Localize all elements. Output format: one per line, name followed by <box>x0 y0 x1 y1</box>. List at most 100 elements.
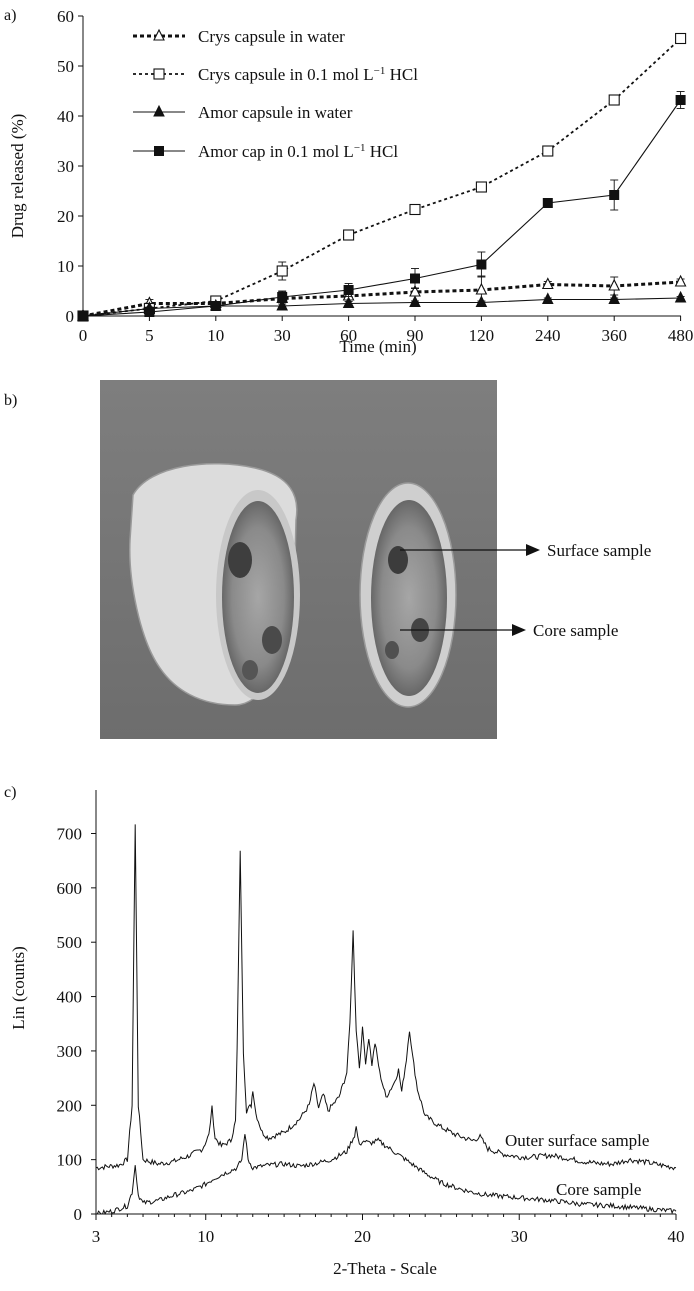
a-series-3 <box>78 91 686 321</box>
c-y-tick-label: 500 <box>57 933 83 952</box>
a-series-line <box>82 297 681 317</box>
surface-sample-label: Surface sample <box>547 541 651 560</box>
c-x-tick-label: 10 <box>197 1227 214 1246</box>
panel-a-x-ticks: 0 5 10 30 60 90 120 240 360 480 <box>79 316 694 345</box>
right-capsule-core <box>371 500 447 696</box>
c-y-tick-label: 300 <box>57 1042 83 1061</box>
a-y-tick-label: 20 <box>57 207 74 226</box>
c-series-0-trace <box>95 824 677 1171</box>
a-x-tick-label: 240 <box>535 326 561 345</box>
c-y-tick-label: 200 <box>57 1096 83 1115</box>
a-x-tick-label: 60 <box>340 326 357 345</box>
c-y-tick-label: 700 <box>57 824 83 843</box>
a-x-tick-label: 480 <box>668 326 694 345</box>
a-data-point <box>78 311 88 321</box>
capsule-photo <box>100 380 497 739</box>
a-data-point <box>409 295 421 307</box>
right-capsule-piece <box>359 482 457 708</box>
panel-c-y-axis-label: Lin (counts) <box>9 946 28 1030</box>
panel-b-label: b) <box>4 392 17 409</box>
a-x-tick-label: 120 <box>469 326 495 345</box>
a-data-point <box>674 290 687 303</box>
legend-marker <box>154 146 164 156</box>
a-y-tick-label: 30 <box>57 157 74 176</box>
panel-c-x-ticks: 3 10 20 30 40 <box>92 1214 685 1246</box>
c-x-tick-label: 3 <box>92 1227 101 1246</box>
a-y-tick-label: 40 <box>57 107 74 126</box>
panel-a-y-axis-label: Drug released (%) <box>8 114 27 239</box>
legend-entry-label: Amor capsule in water <box>198 103 353 122</box>
legend-entry-label: Crys capsule in 0.1 mol L−1 HCl <box>198 65 418 84</box>
a-data-point <box>276 298 289 311</box>
a-data-point <box>541 277 554 290</box>
panel-c-y-ticks: 0 100 200 300 400 500 600 700 <box>57 824 96 1224</box>
panel-a-chart: 0 10 20 30 40 50 60 0 5 10 30 60 90 120 240 360 480 Dru… <box>8 7 693 356</box>
panel-a-x-axis-label: Time (min) <box>339 337 416 356</box>
a-data-point <box>210 301 221 311</box>
left-capsule-piece <box>129 463 300 706</box>
c-x-tick-label: 30 <box>511 1227 528 1246</box>
a-y-tick-label: 60 <box>57 7 74 26</box>
a-series-line <box>82 280 681 318</box>
panel-a-y-ticks: 0 10 20 30 40 50 60 <box>57 7 83 326</box>
a-x-tick-label: 30 <box>274 326 291 345</box>
a-x-tick-label: 5 <box>145 326 154 345</box>
surface-sample-arrowhead <box>526 544 540 556</box>
c-x-tick-label: 40 <box>668 1227 685 1246</box>
a-data-point <box>675 95 686 105</box>
a-x-tick-label: 90 <box>407 326 424 345</box>
panel-a-legend: Crys capsule in water Crys capsule in 0.1… <box>133 27 418 161</box>
a-series-line <box>82 99 682 317</box>
panel-c-chart: 0 100 200 300 400 500 600 700 3 10 20 30 40 Lin (co… <box>9 790 685 1278</box>
a-data-point <box>542 145 554 157</box>
a-series-0 <box>77 274 687 321</box>
a-data-point <box>343 285 354 295</box>
a-data-point <box>675 32 687 45</box>
a-data-point <box>608 94 620 106</box>
photo-annotations: Surface sample Core sample <box>400 541 651 640</box>
c-y-tick-label: 400 <box>57 988 83 1007</box>
a-data-point <box>475 181 487 193</box>
a-data-point <box>144 307 155 317</box>
a-data-point <box>410 273 420 284</box>
panel-c-series <box>95 824 677 1215</box>
a-data-point <box>608 292 621 304</box>
a-data-point <box>343 229 355 241</box>
panel-c-label: c) <box>4 784 16 801</box>
panel-a-label: a) <box>4 7 16 24</box>
legend-marker <box>153 68 165 80</box>
c-y-tick-label: 100 <box>57 1151 83 1170</box>
c-y-tick-label: 0 <box>74 1205 83 1224</box>
a-x-tick-label: 10 <box>207 326 224 345</box>
a-y-tick-label: 0 <box>66 307 75 326</box>
left-capsule-core <box>222 501 294 693</box>
a-data-point <box>609 190 620 200</box>
c-y-tick-label: 600 <box>57 879 83 898</box>
legend-marker <box>153 104 165 117</box>
a-data-point <box>475 282 488 295</box>
a-data-point <box>409 203 421 216</box>
a-data-point <box>476 259 487 270</box>
c-x-tick-label: 20 <box>354 1227 371 1246</box>
a-data-point <box>541 292 554 304</box>
outer-surface-series-label: Outer surface sample <box>505 1131 649 1150</box>
a-data-point <box>674 274 687 287</box>
core-series-label: Core sample <box>556 1180 641 1199</box>
a-data-point <box>475 295 488 307</box>
a-y-tick-label: 10 <box>57 257 74 276</box>
panel-a-series <box>77 32 687 322</box>
a-series-line <box>82 37 682 317</box>
core-sample-label: Core sample <box>533 621 618 640</box>
a-y-tick-label: 50 <box>57 57 74 76</box>
a-data-point <box>277 292 288 302</box>
legend-entry-label: Crys capsule in water <box>198 27 345 46</box>
legend-entry-label: Amor cap in 0.1 mol L−1 HCl <box>198 142 398 161</box>
a-x-tick-label: 0 <box>79 326 88 345</box>
core-sample-arrowhead <box>512 624 526 636</box>
panel-c-x-axis-label: 2-Theta - Scale <box>333 1259 437 1278</box>
a-data-point <box>608 278 621 291</box>
a-data-point <box>342 296 355 308</box>
c-series-1-trace <box>96 1126 677 1215</box>
a-x-tick-label: 360 <box>601 326 627 345</box>
